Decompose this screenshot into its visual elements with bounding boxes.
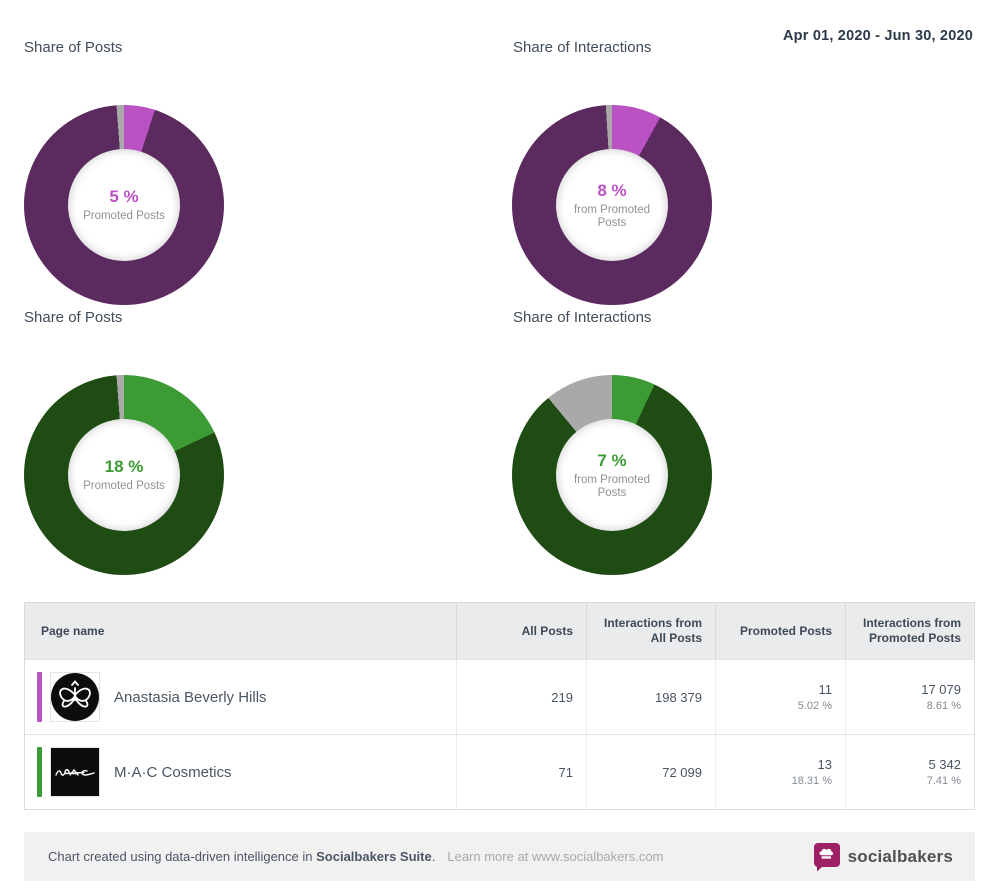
table-header-row: Page name All Posts Interactions from Al… — [25, 603, 974, 659]
page-name: M·A·C Cosmetics — [114, 763, 232, 781]
donut-chart-posts-anastasia: 5 % Promoted Posts — [24, 105, 224, 305]
interactions-promoted-value: 5 342 — [928, 757, 961, 772]
date-range: Apr 01, 2020 - Jun 30, 2020 — [783, 28, 973, 44]
donut-center: 7 % from Promoted Posts — [556, 419, 668, 531]
donut-center: 5 % Promoted Posts — [68, 149, 180, 261]
page-name: Anastasia Beverly Hills — [114, 688, 267, 706]
socialbakers-logo-icon — [813, 842, 840, 871]
footer-text: Chart created using data-driven intellig… — [48, 849, 663, 864]
column-header-page-name: Page name — [41, 623, 105, 638]
column-header-interactions-all-posts: Interactions from All Posts — [586, 603, 715, 659]
column-header-interactions-promoted-posts: Interactions from Promoted Posts — [845, 603, 974, 659]
chart-title-share-of-interactions-2: Share of Interactions — [513, 309, 652, 326]
interactions-promoted-percent: 8.61 % — [926, 700, 961, 712]
donut-center: 8 % from Promoted Posts — [556, 149, 668, 261]
column-header-promoted-posts: Promoted Posts — [715, 603, 845, 659]
donut-center-value: 7 % — [597, 450, 627, 470]
footer-text-prefix: Chart created using data-driven intellig… — [48, 849, 317, 864]
all-posts-value: 219 — [456, 660, 586, 734]
all-posts-value: 71 — [456, 735, 586, 809]
donut-chart-interactions-mac: 7 % from Promoted Posts — [512, 375, 712, 575]
promoted-posts-cell: 11 5.02 % — [715, 660, 845, 734]
donut-center-label: Promoted Posts — [83, 210, 165, 222]
interactions-promoted-cell: 5 342 7.41 % — [845, 735, 974, 809]
column-header-all-posts: All Posts — [456, 603, 586, 659]
table-row: Anastasia Beverly Hills 219 198 379 11 5… — [25, 659, 974, 734]
donut-chart-posts-mac: 18 % Promoted Posts — [24, 375, 224, 575]
donut-chart-interactions-anastasia: 8 % from Promoted Posts — [512, 105, 712, 305]
promoted-posts-value: 13 — [817, 757, 832, 772]
footer-bar: Chart created using data-driven intellig… — [24, 832, 975, 881]
chart-title-share-of-interactions-1: Share of Interactions — [513, 39, 652, 56]
donut-center-value: 5 % — [109, 187, 139, 206]
socialbakers-logo: socialbakers — [813, 842, 953, 872]
chart-title-share-of-posts-1: Share of Posts — [24, 39, 123, 56]
interactions-promoted-value: 17 079 — [921, 682, 961, 697]
footer-learn-more-link[interactable]: Learn more at www.socialbakers.com — [447, 849, 664, 864]
row-accent-bar — [37, 747, 42, 797]
socialbakers-logo-text: socialbakers — [847, 846, 953, 866]
footer-text-suffix: . — [431, 849, 436, 864]
donut-center: 18 % Promoted Posts — [68, 419, 180, 531]
interactions-promoted-cell: 17 079 8.61 % — [845, 660, 974, 734]
interactions-all-value: 72 099 — [586, 735, 715, 809]
page-name-cell: Anastasia Beverly Hills — [25, 660, 456, 734]
row-accent-bar — [37, 672, 42, 722]
donut-center-value: 8 % — [597, 180, 627, 200]
table-row: M·A·C Cosmetics 71 72 099 13 18.31 % 5 3… — [25, 734, 974, 809]
promoted-posts-cell: 13 18.31 % — [715, 735, 845, 809]
promoted-posts-percent: 18.31 % — [791, 775, 832, 787]
donut-center-label: Promoted Posts — [83, 480, 165, 492]
donut-center-label: from Promoted Posts — [573, 203, 651, 229]
page-name-cell: M·A·C Cosmetics — [25, 735, 456, 809]
chart-title-share-of-posts-2: Share of Posts — [24, 309, 123, 326]
interactions-promoted-percent: 7.41 % — [926, 775, 961, 787]
donut-center-label: from Promoted Posts — [573, 473, 651, 499]
comparison-table: Page name All Posts Interactions from Al… — [24, 602, 975, 810]
footer-product-name: Socialbakers Suite — [316, 849, 432, 864]
donut-center-value: 18 % — [104, 457, 144, 476]
promoted-posts-value: 11 — [818, 682, 833, 697]
promoted-posts-percent: 5.02 % — [797, 700, 832, 712]
interactions-all-value: 198 379 — [586, 660, 715, 734]
anastasia-beverly-hills-logo — [50, 672, 100, 722]
mac-cosmetics-logo — [50, 747, 100, 797]
